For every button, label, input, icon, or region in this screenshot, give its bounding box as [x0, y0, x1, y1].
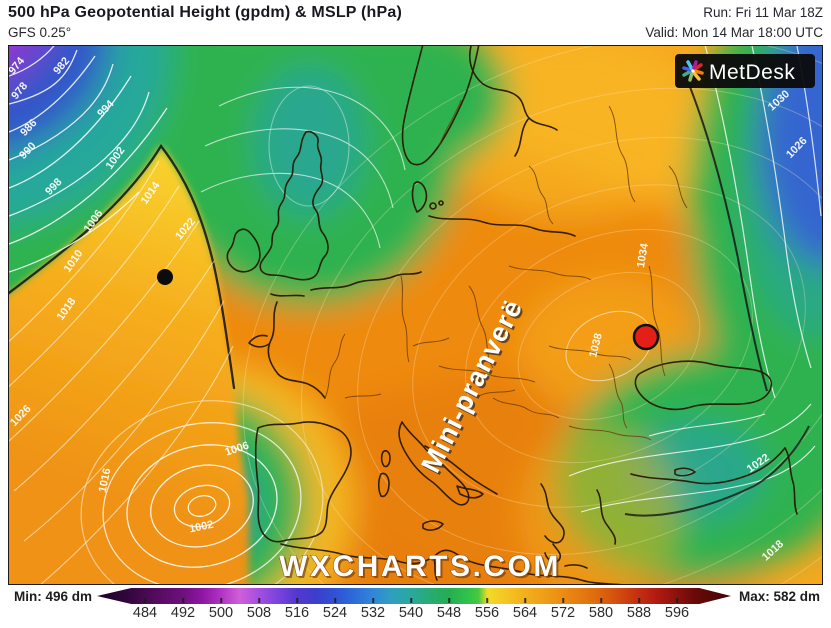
colorbar-tickmark: [144, 598, 146, 603]
colorbar-tickmark: [486, 598, 488, 603]
metdesk-logo: MetDesk: [675, 54, 815, 88]
watermark: WXCHARTS.COM: [279, 550, 561, 583]
isobars-ridge: [9, 160, 234, 584]
watermark-shadow: WXCHARTS.COM: [281, 552, 563, 584]
colorbar-tickmark: [296, 598, 298, 603]
black-dot-marker: [157, 269, 173, 285]
weather-map: 974 978 982 986 990 994 998 1002 1006 1010 1014 101…: [8, 45, 823, 585]
pinwheel-icon: [682, 60, 704, 82]
red-dot-marker: [632, 323, 660, 351]
colorbar-tick-label: 572: [550, 605, 576, 621]
colorbar-tickmark: [676, 598, 678, 603]
colorbar-min-label: Min: 496 dm: [14, 589, 93, 604]
colorbar-tick-label: 524: [322, 605, 348, 621]
colorbar-gradient: [97, 588, 731, 604]
colorbar-tickmark: [372, 598, 374, 603]
colorbar-tick-label: 548: [436, 605, 462, 621]
weather-map-canvas: 9749789829869909949981002100610101014101…: [9, 46, 822, 584]
colorbar-tickmark: [448, 598, 450, 603]
colorbar-tickmark: [258, 598, 260, 603]
colorbar-tickmark: [562, 598, 564, 603]
run-time-label: Run: Fri 11 Mar 18Z: [703, 5, 823, 20]
colorbar-tick-label: 516: [284, 605, 310, 621]
colorbar-tickmark: [638, 598, 640, 603]
isobars-iberia-low: [80, 400, 324, 584]
colorbar-tick-label: 580: [588, 605, 614, 621]
valid-time-label: Valid: Mon 14 Mar 18:00 UTC: [645, 25, 823, 40]
page-title: 500 hPa Geopotential Height (gpdm) & MSL…: [8, 4, 403, 21]
colorbar-tick-label: 484: [132, 605, 158, 621]
colorbar-tickmark: [410, 598, 412, 603]
colorbar-tickmark: [600, 598, 602, 603]
colorbar-tick-label: 588: [626, 605, 652, 621]
colorbar-tick-label: 492: [170, 605, 196, 621]
isobar-label: 1002: [188, 519, 214, 536]
coastlines: [226, 46, 798, 584]
colorbar-tick-label: 508: [246, 605, 272, 621]
turkey-trough-edge-line: [624, 425, 810, 517]
colorbar-tick-label: 500: [208, 605, 234, 621]
isobar-label: 1034: [635, 242, 651, 269]
chart-header: 500 hPa Geopotential Height (gpdm) & MSL…: [0, 0, 831, 45]
colorbar-legend: Min: 496 dm Max: 582 dm 484 492 500 508 516 5…: [0, 585, 831, 628]
isobars-turkey: [568, 403, 816, 513]
colorbar-tick-label: 564: [512, 605, 538, 621]
isobars-northwest: [9, 46, 168, 273]
logo-text: MetDesk: [709, 61, 795, 84]
colorbar-tickmark: [334, 598, 336, 603]
isobars-uk-trough: [200, 85, 406, 249]
colorbar-tickmark: [220, 598, 222, 603]
isobar-label: 1016: [97, 467, 114, 493]
colorbar-tick-label: 596: [664, 605, 690, 621]
colorbar-tick-label: 540: [398, 605, 424, 621]
colorbar-tick-label: 556: [474, 605, 500, 621]
colorbar-tickmark: [524, 598, 526, 603]
height-contour-arcs: [242, 46, 822, 584]
colorbar-tick-label: 532: [360, 605, 386, 621]
isobar-label: 1038: [587, 332, 605, 359]
ridge-wedge: [9, 146, 249, 584]
country-borders: [324, 99, 688, 441]
east-trough-edge-line: [689, 86, 768, 392]
model-label: GFS 0.25°: [8, 25, 72, 40]
colorbar-tickmark: [182, 598, 184, 603]
colorbar-max-label: Max: 582 dm: [739, 589, 821, 604]
